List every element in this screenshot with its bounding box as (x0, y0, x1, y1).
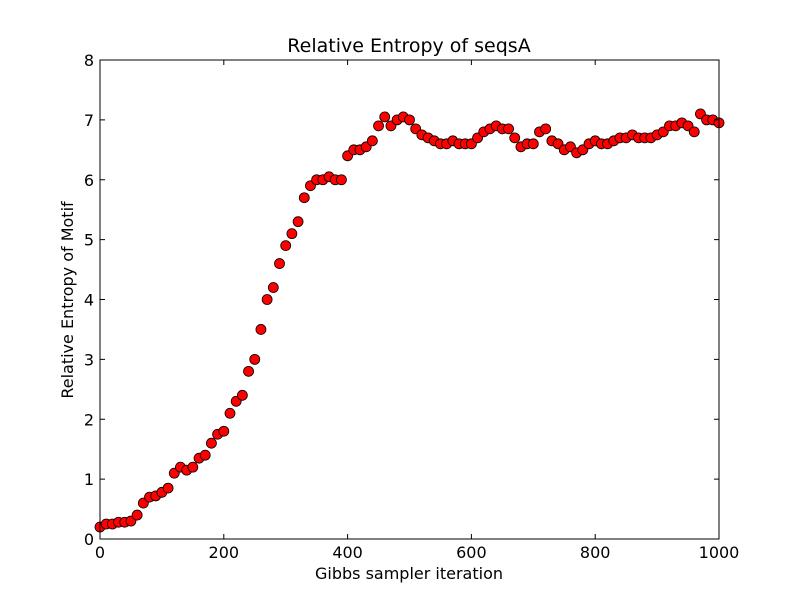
data-point (206, 437, 217, 449)
data-point (261, 294, 273, 305)
y-tick-label: 3 (84, 350, 94, 369)
data-point (527, 138, 539, 150)
y-axis-title: Relative Entropy of Motif (58, 201, 77, 399)
data-point (280, 240, 292, 252)
y-tick-label: 8 (84, 51, 94, 70)
x-tick-label: 400 (332, 543, 363, 562)
data-point (292, 216, 304, 228)
y-tick-label: 5 (84, 231, 94, 250)
x-tick-label: 600 (456, 543, 487, 562)
y-tick-label: 1 (84, 470, 94, 489)
data-point (336, 174, 347, 186)
data-point (286, 228, 298, 240)
data-point (298, 192, 310, 204)
x-axis-title: Gibbs sampler iteration (315, 564, 503, 583)
y-tick-label: 4 (84, 291, 94, 310)
chart-title: Relative Entropy of seqsA (287, 35, 530, 57)
data-point (187, 461, 199, 473)
data-point (274, 258, 285, 269)
y-tick-label: 2 (84, 410, 94, 429)
axis-ticks: 0 200 400 600 800 1000 0 1 2 3 4 5 6 7 8 (84, 51, 740, 562)
data-point (688, 126, 700, 138)
data-point (224, 407, 236, 419)
data-point (162, 482, 174, 494)
data-point (366, 135, 378, 147)
data-point (249, 353, 261, 365)
x-tick-label: 200 (209, 543, 240, 562)
x-tick-label: 0 (95, 543, 105, 562)
data-point (236, 389, 248, 401)
y-tick-label: 6 (84, 171, 94, 190)
data-point (255, 324, 267, 335)
data-point (267, 282, 279, 293)
y-tick-label: 7 (84, 111, 94, 130)
data-point (404, 114, 415, 126)
data-point (503, 123, 514, 135)
x-tick-label: 1000 (699, 543, 740, 562)
y-tick-label: 0 (84, 530, 94, 549)
data-point (540, 123, 552, 135)
data-point (373, 120, 384, 132)
data-point (199, 449, 211, 461)
data-point (243, 365, 254, 377)
data-point (218, 425, 230, 437)
data-point (509, 132, 521, 144)
x-tick-label: 800 (580, 543, 611, 562)
data-points (94, 108, 725, 533)
data-point (131, 509, 143, 521)
data-point (379, 111, 391, 123)
